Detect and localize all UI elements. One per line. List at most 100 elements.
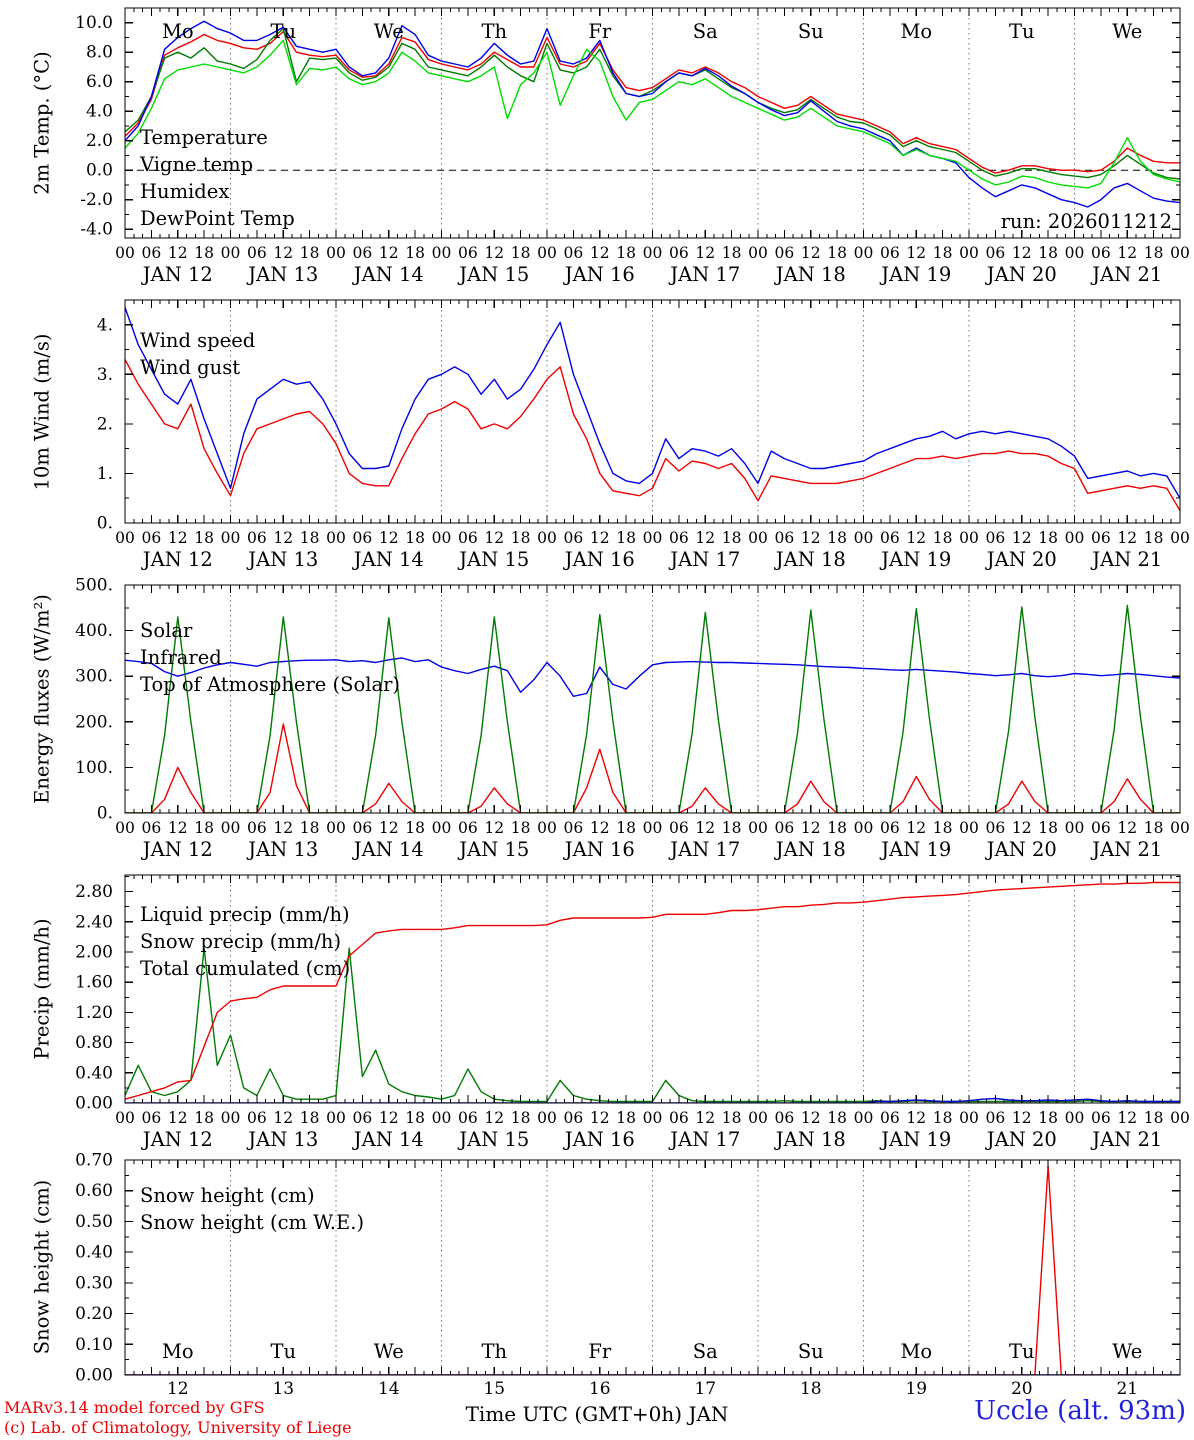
x-day-label: JAN 12 [141,838,213,861]
x-day-label: JAN 15 [457,838,529,861]
legend-total-cumulated-cm: Total cumulated (cm) [140,957,350,980]
x-hour-label: 12 [590,529,610,547]
x-hour-label: 12 [1117,819,1137,837]
y-axis-title-snow: Snow height (cm) [30,1179,54,1355]
legend-wind-speed: Wind speed [140,329,255,352]
x-hour-label: 06 [986,819,1006,837]
x-day-label: JAN 20 [985,1128,1057,1151]
panel-precip: 0.00 0.40 0.80 1.20 1.60 2.00 2.40 2.80 00 06 12 18… [75,874,1190,1151]
y-tick-label: 400. [75,621,113,641]
x-hour-label: 12 [484,244,504,262]
x-hour-label: 18 [511,244,531,262]
plot-frame [124,584,1181,814]
x-hour-label: 12 [695,819,715,837]
x-hour-label: 18 [405,529,425,547]
x-hour-label: 18 [194,819,214,837]
x-hour-label: 12 [801,244,821,262]
x-hour-label: 06 [564,1109,584,1127]
station-label: Uccle (alt. 93m) [974,1396,1186,1426]
y-tick-label: 10.0 [75,13,113,33]
weekday-label-fr-4: Fr [588,20,612,43]
x-hour-label: 00 [854,244,874,262]
x-hour-label: 18 [405,1109,425,1127]
y-tick-label: 0.80 [75,1033,113,1053]
y-tick-label: 2. [97,414,113,434]
x-hour-label: 00 [643,1109,663,1127]
x-day-label: JAN 12 [141,1128,213,1151]
x-daynum-label: 19 [905,1379,927,1399]
x-hour-label: 00 [748,819,768,837]
x-hour-label: 12 [168,1109,188,1127]
y-tick-label: 0.00 [75,1094,113,1114]
x-hour-label: 18 [722,819,742,837]
model-credit-line2: (c) Lab. of Climatology, University of L… [4,1418,352,1437]
x-hour-label: 00 [643,244,663,262]
x-day-label: JAN 20 [985,263,1057,286]
weekday-label-fr-4: Fr [588,1340,612,1363]
x-hour-label: 00 [115,1109,135,1127]
x-hour-label: 12 [1012,244,1032,262]
x-hour-label: 12 [906,819,926,837]
y-tick-label: 8.0 [86,43,113,63]
x-hour-label: 00 [748,1109,768,1127]
x-hour-label: 18 [1144,819,1164,837]
y-axis-title-precip: Precip (mm/h) [30,918,54,1060]
x-hour-label: 00 [221,529,241,547]
x-hour-label: 06 [1091,529,1111,547]
y-tick-label: 0.30 [75,1273,113,1293]
x-hour-label: 06 [1091,1109,1111,1127]
y-tick-label: 0.00 [75,1366,113,1386]
x-hour-label: 06 [880,819,900,837]
x-hour-label: 06 [247,529,267,547]
weekday-label-tu-8: Tu [1009,1340,1035,1363]
x-hour-label: 00 [1065,1109,1085,1127]
x-day-label: JAN 18 [774,1128,846,1151]
x-hour-label: 06 [458,819,478,837]
legend-temperature: Temperature [140,126,268,149]
y-tick-label: 2.00 [75,943,113,963]
x-hour-label: 12 [379,819,399,837]
x-hour-label: 00 [1170,529,1190,547]
x-hour-label: 06 [1091,819,1111,837]
minor-ticks [125,7,1180,238]
x-hour-label: 00 [959,244,979,262]
x-day-label: JAN 17 [668,263,740,286]
weekday-label-mo-0: Mo [162,20,194,43]
y-tick-label: 2.40 [75,912,113,932]
x-hour-label: 06 [669,1109,689,1127]
x-hour-label: 06 [775,819,795,837]
x-hour-label: 00 [959,819,979,837]
weekday-label-mo-0: Mo [162,1340,194,1363]
x-day-label: JAN 12 [141,548,213,571]
x-hour-label: 06 [775,1109,795,1127]
x-day-label: JAN 17 [668,548,740,571]
legend-solar: Solar [140,619,193,642]
x-hour-label: 12 [1117,1109,1137,1127]
x-hour-label: 00 [326,244,346,262]
x-hour-label: 18 [1038,1109,1058,1127]
x-daynum-label: 13 [272,1379,294,1399]
x-hour-label: 18 [1038,819,1058,837]
x-hour-label: 12 [590,819,610,837]
y-tick-label: 3. [97,365,113,385]
x-hour-label: 00 [326,1109,346,1127]
y-tick-label: 0.40 [75,1063,113,1083]
y-tick-label: 0.50 [75,1212,113,1232]
x-hour-label: 18 [405,819,425,837]
x-hour-label: 06 [564,244,584,262]
run-label: run: 2026011212 [1000,210,1172,233]
x-day-label: JAN 13 [246,548,318,571]
x-hour-label: 00 [537,529,557,547]
x-hour-label: 06 [669,244,689,262]
x-day-label: JAN 12 [141,263,213,286]
legend-dewpoint-temp: DewPoint Temp [140,207,295,230]
x-hour-label: 06 [986,1109,1006,1127]
x-hour-label: 18 [616,529,636,547]
x-hour-label: 00 [115,819,135,837]
y-tick-label: 1. [97,464,113,484]
x-hour-label: 18 [194,1109,214,1127]
